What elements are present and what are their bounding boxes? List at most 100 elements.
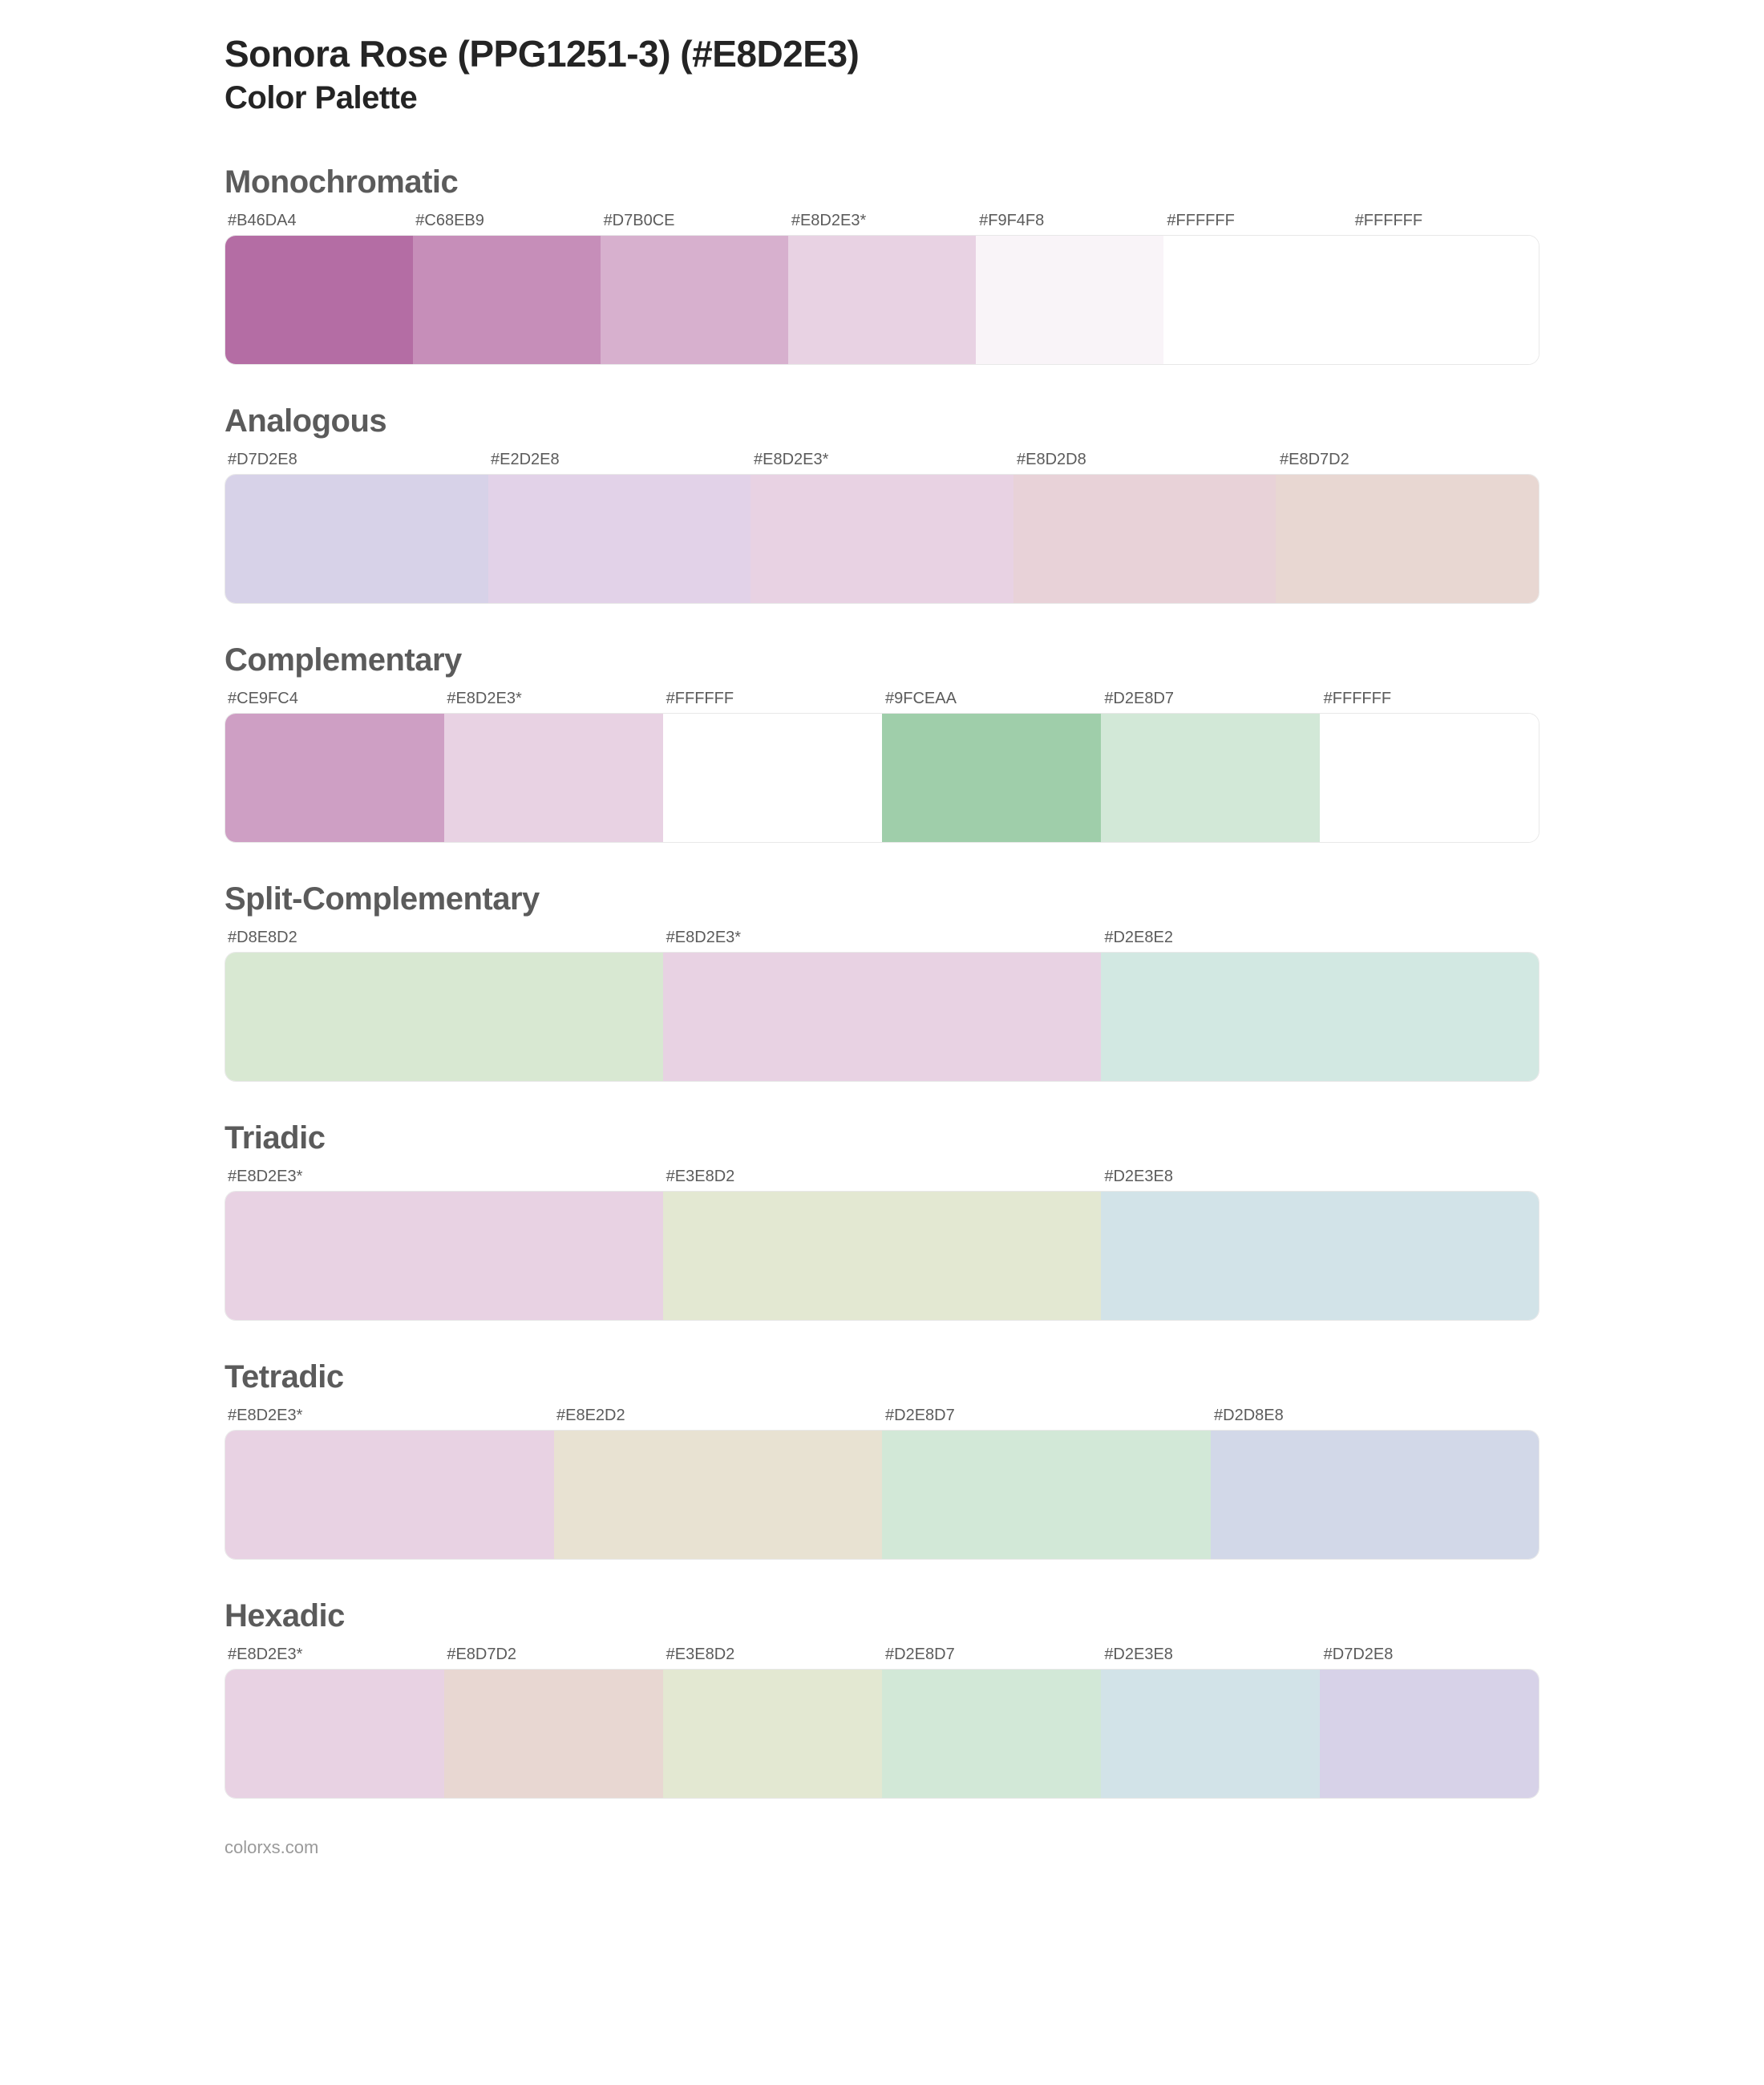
swatch-row: [225, 1430, 1539, 1560]
swatch-label: #CE9FC4: [225, 686, 443, 713]
swatch-block: [663, 1670, 882, 1798]
swatch-label: #FFFFFF: [1321, 686, 1539, 713]
swatch-row: [225, 1191, 1539, 1321]
swatch-label: #E3E8D2: [663, 1642, 882, 1669]
swatch-block: [1101, 953, 1539, 1081]
swatch-label: #E8D2E3*: [225, 1403, 553, 1430]
swatch-block: [882, 714, 1101, 842]
swatch-block: [663, 1192, 1101, 1320]
swatch-row: [225, 1669, 1539, 1799]
swatch-label: #E8D2E3*: [751, 447, 1013, 474]
swatch-label: #E8D2E3*: [663, 925, 1102, 952]
swatch-label: #D8E8D2: [225, 925, 663, 952]
swatch-block: [601, 236, 788, 364]
swatch-label: #D2E8D7: [1101, 686, 1320, 713]
section-title: Tetradic: [225, 1359, 1539, 1395]
swatch-label: #D2E8E2: [1101, 925, 1539, 952]
swatch-block: [751, 475, 1013, 603]
swatch-label: #B46DA4: [225, 208, 412, 235]
swatch-label: #9FCEAA: [882, 686, 1101, 713]
swatch-label: #D7D2E8: [225, 447, 488, 474]
swatch-label: #D7B0CE: [601, 208, 788, 235]
swatch-labels-row: #E8D2E3*#E8E2D2#D2E8D7#D2D8E8: [225, 1403, 1539, 1430]
swatch-block: [225, 475, 488, 603]
swatch-block: [882, 1670, 1101, 1798]
swatch-labels-row: #B46DA4#C68EB9#D7B0CE#E8D2E3*#F9F4F8#FFF…: [225, 208, 1539, 235]
swatch-block: [225, 1431, 554, 1559]
swatch-block: [1211, 1431, 1539, 1559]
swatch-label: #E8D7D2: [443, 1642, 662, 1669]
swatch-label: #D7D2E8: [1321, 1642, 1539, 1669]
swatch-block: [225, 1670, 444, 1798]
swatch-label: #FFFFFF: [663, 686, 882, 713]
swatch-block: [225, 236, 413, 364]
swatch-label: #D2D8E8: [1211, 1403, 1539, 1430]
swatch-block: [1013, 475, 1276, 603]
footer-text: colorxs.com: [225, 1837, 1539, 1858]
swatch-block: [554, 1431, 883, 1559]
swatch-label: #D2E8D7: [882, 1403, 1211, 1430]
swatch-block: [1320, 714, 1539, 842]
swatch-label: #D2E8D7: [882, 1642, 1101, 1669]
swatch-label: #E3E8D2: [663, 1164, 1102, 1191]
swatch-label: #E8E2D2: [553, 1403, 882, 1430]
swatch-block: [1101, 714, 1320, 842]
swatch-block: [225, 1192, 663, 1320]
palette-section: Hexadic #E8D2E3*#E8D7D2#E3E8D2#D2E8D7#D2E…: [225, 1598, 1539, 1799]
palette-section: Complementary#CE9FC4#E8D2E3*#FFFFFF#9FCE…: [225, 642, 1539, 843]
section-title: Split-Complementary: [225, 881, 1539, 917]
swatch-label: #D2E3E8: [1101, 1642, 1320, 1669]
section-title: Monochromatic: [225, 164, 1539, 200]
swatch-label: #E2D2E8: [488, 447, 751, 474]
swatch-block: [976, 236, 1163, 364]
swatch-label: #E8D2E3*: [225, 1642, 443, 1669]
page-title: Sonora Rose (PPG1251-3) (#E8D2E3): [225, 32, 1539, 75]
swatch-labels-row: #E8D2E3*#E3E8D2#D2E3E8: [225, 1164, 1539, 1191]
swatch-block: [225, 953, 663, 1081]
swatch-block: [444, 714, 663, 842]
swatch-block: [413, 236, 601, 364]
swatch-row: [225, 474, 1539, 604]
swatch-block: [663, 714, 882, 842]
swatch-block: [225, 714, 444, 842]
palette-section: Split-Complementary #D8E8D2#E8D2E3*#D2E8E…: [225, 881, 1539, 1082]
palette-section: Monochromatic #B46DA4#C68EB9#D7B0CE#E8D2E…: [225, 164, 1539, 365]
swatch-block: [1320, 1670, 1539, 1798]
swatch-labels-row: #CE9FC4#E8D2E3*#FFFFFF#9FCEAA#D2E8D7#FFF…: [225, 686, 1539, 713]
swatch-label: #F9F4F8: [976, 208, 1163, 235]
section-title: Triadic: [225, 1120, 1539, 1156]
swatch-label: #E8D2E3*: [788, 208, 976, 235]
sections-container: Monochromatic#B46DA4#C68EB9#D7B0CE#E8D2E…: [225, 164, 1539, 1799]
section-title: Complementary: [225, 642, 1539, 678]
swatch-label: #E8D2D8: [1013, 447, 1276, 474]
swatch-block: [1276, 475, 1539, 603]
section-title: Analogous: [225, 403, 1539, 439]
swatch-label: #C68EB9: [412, 208, 600, 235]
swatch-label: #FFFFFF: [1352, 208, 1539, 235]
swatch-row: [225, 713, 1539, 843]
swatch-labels-row: #E8D2E3*#E8D7D2#E3E8D2#D2E8D7#D2E3E8#D7D…: [225, 1642, 1539, 1669]
swatch-label: #D2E3E8: [1101, 1164, 1539, 1191]
swatch-labels-row: #D7D2E8#E2D2E8#E8D2E3*#E8D2D8#E8D7D2: [225, 447, 1539, 474]
palette-section: Analogous #D7D2E8#E2D2E8#E8D2E3*#E8D2D8#E…: [225, 403, 1539, 604]
swatch-label: #E8D2E3*: [443, 686, 662, 713]
swatch-block: [1101, 1670, 1320, 1798]
swatch-block: [1351, 236, 1539, 364]
section-title: Hexadic: [225, 1598, 1539, 1634]
swatch-row: [225, 235, 1539, 365]
page-subtitle: Color Palette: [225, 80, 1539, 116]
palette-section: Tetradic #E8D2E3*#E8E2D2#D2E8D7#D2D8E8: [225, 1359, 1539, 1560]
swatch-label: #E8D2E3*: [225, 1164, 663, 1191]
swatch-block: [882, 1431, 1211, 1559]
swatch-block: [663, 953, 1101, 1081]
swatch-block: [1163, 236, 1351, 364]
palette-section: Triadic #E8D2E3*#E3E8D2#D2E3E8: [225, 1120, 1539, 1321]
swatch-labels-row: #D8E8D2#E8D2E3*#D2E8E2: [225, 925, 1539, 952]
swatch-block: [488, 475, 751, 603]
swatch-row: [225, 952, 1539, 1082]
swatch-block: [1101, 1192, 1539, 1320]
swatch-block: [444, 1670, 663, 1798]
swatch-label: #FFFFFF: [1163, 208, 1351, 235]
swatch-block: [788, 236, 976, 364]
swatch-label: #E8D7D2: [1276, 447, 1539, 474]
